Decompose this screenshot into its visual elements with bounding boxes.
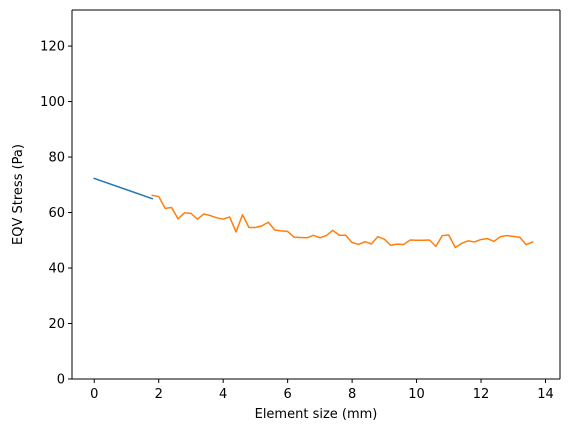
y-tick-label: 20 — [48, 317, 65, 332]
y-tick-label: 0 — [57, 373, 65, 388]
x-tick-label: 4 — [219, 387, 227, 402]
y-tick-label: 120 — [40, 40, 65, 55]
y-tick-label: 60 — [48, 206, 65, 221]
y-axis-label: EQV Stress (Pa) — [11, 144, 26, 245]
x-tick-label: 10 — [408, 387, 425, 402]
series-layer — [93, 177, 534, 249]
plot-area — [72, 10, 560, 379]
axes-frame — [71, 9, 561, 380]
y-axis-ticks: 0 20 40 60 80 100 120 — [40, 40, 72, 388]
x-tick-label: 8 — [348, 387, 356, 402]
series-line-2 — [151, 194, 534, 249]
x-axis-label: Element size (mm) — [255, 407, 378, 422]
x-tick-label: 12 — [473, 387, 490, 402]
x-tick-label: 14 — [537, 387, 554, 402]
x-tick-label: 6 — [283, 387, 291, 402]
y-tick-label: 100 — [40, 95, 65, 110]
x-tick-label: 2 — [155, 387, 163, 402]
x-tick-label: 0 — [90, 387, 98, 402]
series-line-1 — [93, 177, 154, 200]
y-tick-label: 80 — [48, 151, 65, 166]
x-axis-ticks: 0 2 4 6 8 10 12 14 — [90, 379, 554, 402]
y-tick-label: 40 — [48, 262, 65, 277]
